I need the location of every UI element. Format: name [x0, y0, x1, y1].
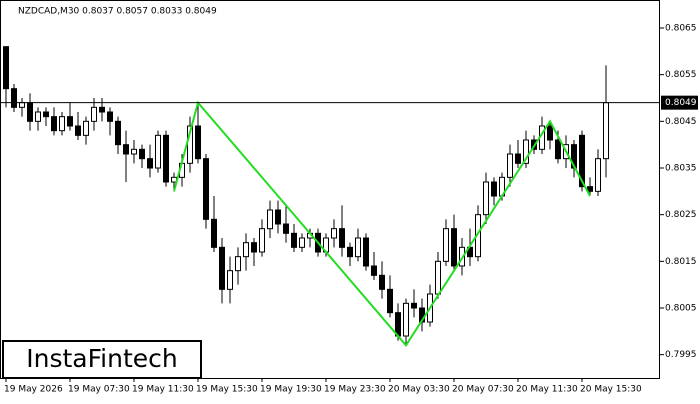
- candle-body: [131, 148, 137, 155]
- logo-box: [2, 340, 202, 379]
- candle-body: [243, 242, 249, 258]
- y-tick-label: 0.8055: [665, 70, 697, 80]
- candle-body: [203, 158, 209, 220]
- candle-body: [163, 134, 169, 183]
- candle-body: [355, 237, 361, 258]
- candle-body: [515, 153, 521, 164]
- candle-body: [227, 270, 233, 290]
- candle-body: [51, 116, 57, 132]
- candle-body: [147, 158, 153, 169]
- candle-body: [83, 120, 89, 136]
- chart-title: NZDCAD,M30 0.8037 0.8057 0.8033 0.8049: [18, 7, 217, 17]
- candle-body: [99, 106, 105, 113]
- candle-body: [291, 232, 297, 248]
- price-label-box: [661, 95, 698, 110]
- candle-body: [587, 186, 593, 192]
- candle-body: [435, 260, 441, 295]
- y-tick-label: 0.8025: [665, 210, 697, 220]
- candle-body: [195, 125, 201, 160]
- candle-body: [107, 111, 113, 122]
- candle-body: [275, 209, 281, 225]
- candle-body: [283, 223, 289, 234]
- candle-body: [603, 102, 609, 160]
- candle-body: [379, 274, 385, 290]
- candle-body: [483, 181, 489, 216]
- y-tick-label: 0.8065: [665, 24, 697, 34]
- candle-body: [19, 102, 25, 108]
- candle-body: [91, 106, 97, 122]
- candle-body: [507, 153, 513, 178]
- candle-body: [579, 134, 585, 188]
- candle-body: [75, 125, 81, 136]
- x-tick-label: 19 May 23:30: [324, 385, 386, 395]
- x-tick-label: 20 May 11:30: [516, 385, 578, 395]
- x-tick-label: 19 May 11:30: [132, 385, 194, 395]
- candle-body: [411, 302, 417, 309]
- candle-body: [35, 111, 41, 122]
- x-tick-label: 20 May 07:30: [452, 385, 514, 395]
- candle-body: [299, 237, 305, 248]
- candle-body: [595, 158, 601, 192]
- candle-body: [387, 288, 393, 314]
- candle-body: [139, 148, 145, 160]
- candle-body: [443, 228, 449, 262]
- candle-body: [259, 228, 265, 253]
- candle-body: [251, 242, 257, 253]
- candle-body: [123, 144, 129, 155]
- pattern-line: [173, 100, 591, 348]
- candle-body: [451, 228, 457, 267]
- candle-body: [67, 116, 73, 127]
- x-tick-label: 20 May 15:30: [580, 385, 642, 395]
- candle-body: [43, 111, 49, 118]
- candle-body: [555, 139, 561, 160]
- candle-body: [267, 209, 273, 230]
- candle-body: [339, 228, 345, 248]
- y-tick-label: 0.7995: [665, 350, 697, 360]
- candle-body: [115, 120, 121, 146]
- candle-body: [403, 302, 409, 337]
- x-tick-label: 19 May 15:30: [196, 385, 258, 395]
- candle-body: [59, 116, 65, 132]
- candle-body: [27, 102, 33, 122]
- x-tick-label: 19 May 19:30: [260, 385, 322, 395]
- candle-body: [491, 181, 497, 197]
- candle-body: [523, 139, 529, 164]
- candle-body: [363, 237, 369, 267]
- candle-body: [331, 228, 337, 239]
- candle-body: [211, 218, 217, 248]
- plot-frame: [0, 0, 660, 379]
- plot: 0.7995 0.8005 0.8015 0.8025 0.8035 0.8045 0.80…: [0, 24, 697, 395]
- y-tick-label: 0.8035: [665, 164, 697, 174]
- candle-body: [371, 265, 377, 276]
- x-tick-label: 20 May 03:30: [388, 385, 450, 395]
- y-tick-label: 0.8005: [665, 304, 697, 314]
- y-tick-label: 0.8015: [665, 257, 697, 267]
- y-tick-label: 0.8045: [665, 117, 697, 127]
- candle-body: [235, 256, 241, 272]
- candle-body: [11, 88, 17, 108]
- candle-body: [347, 246, 353, 258]
- x-tick-label: 19 May 07:30: [68, 385, 130, 395]
- candle-body: [219, 246, 225, 290]
- logo: InstaFintech: [26, 344, 178, 373]
- price-label: 0.8049: [665, 98, 697, 108]
- candle-body: [3, 46, 9, 90]
- candle-body: [547, 125, 553, 141]
- candle-body: [155, 134, 161, 169]
- x-tick-label: 19 May 2026: [4, 385, 63, 395]
